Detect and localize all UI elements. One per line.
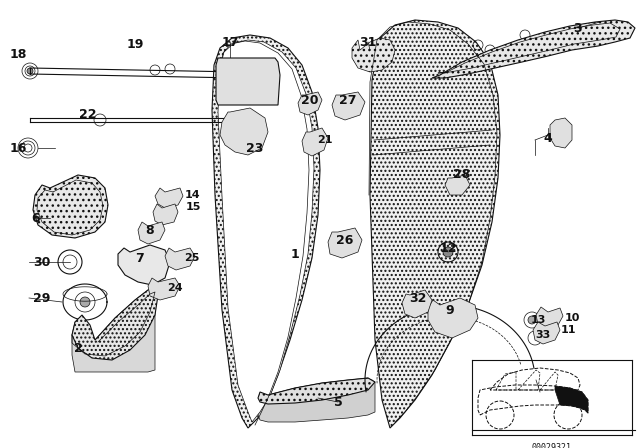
Polygon shape xyxy=(555,386,588,413)
Polygon shape xyxy=(33,175,108,238)
Polygon shape xyxy=(328,228,362,258)
Text: 31: 31 xyxy=(359,35,377,48)
Text: 2: 2 xyxy=(74,341,83,354)
Text: 14: 14 xyxy=(184,190,200,200)
Text: 4: 4 xyxy=(543,132,552,145)
Text: 21: 21 xyxy=(317,135,333,145)
Polygon shape xyxy=(212,35,320,428)
Text: 32: 32 xyxy=(410,292,427,305)
Text: 28: 28 xyxy=(453,168,470,181)
Circle shape xyxy=(528,316,536,324)
Text: 12: 12 xyxy=(439,241,457,254)
Text: 9: 9 xyxy=(445,303,454,316)
Polygon shape xyxy=(352,38,395,72)
Polygon shape xyxy=(165,248,195,270)
Text: 8: 8 xyxy=(146,224,154,237)
Text: 25: 25 xyxy=(184,253,200,263)
Text: 23: 23 xyxy=(246,142,264,155)
Circle shape xyxy=(80,297,90,307)
Circle shape xyxy=(443,247,453,257)
Text: 20: 20 xyxy=(301,94,319,107)
Polygon shape xyxy=(402,290,432,318)
Text: 17: 17 xyxy=(221,35,239,48)
Text: 29: 29 xyxy=(33,292,51,305)
Polygon shape xyxy=(220,108,268,155)
Text: 30: 30 xyxy=(33,255,51,268)
Text: 1: 1 xyxy=(291,249,300,262)
Polygon shape xyxy=(148,278,180,300)
Polygon shape xyxy=(258,378,375,422)
Polygon shape xyxy=(432,20,635,78)
Text: 16: 16 xyxy=(10,142,27,155)
Text: 11: 11 xyxy=(560,325,576,335)
Polygon shape xyxy=(118,245,170,285)
Polygon shape xyxy=(536,307,563,328)
Polygon shape xyxy=(370,20,500,428)
Polygon shape xyxy=(218,40,314,422)
Text: 7: 7 xyxy=(136,251,145,264)
Polygon shape xyxy=(428,298,478,338)
Polygon shape xyxy=(445,175,470,195)
Polygon shape xyxy=(533,322,560,344)
Polygon shape xyxy=(550,118,572,148)
Text: 24: 24 xyxy=(167,283,183,293)
Text: 3: 3 xyxy=(573,22,582,34)
Text: 26: 26 xyxy=(336,233,354,246)
Text: 13: 13 xyxy=(531,315,546,325)
Polygon shape xyxy=(153,204,178,225)
Polygon shape xyxy=(332,92,365,120)
Text: 00029321: 00029321 xyxy=(532,443,572,448)
Polygon shape xyxy=(302,128,328,156)
Text: 33: 33 xyxy=(536,330,550,340)
Text: 15: 15 xyxy=(186,202,201,212)
Text: 22: 22 xyxy=(79,108,97,121)
Text: 18: 18 xyxy=(10,48,27,61)
Text: 19: 19 xyxy=(126,39,144,52)
Text: 6: 6 xyxy=(32,211,40,224)
Polygon shape xyxy=(298,92,322,115)
Text: 10: 10 xyxy=(564,313,580,323)
Circle shape xyxy=(27,68,33,74)
Polygon shape xyxy=(72,288,155,372)
Text: 27: 27 xyxy=(339,94,356,107)
Polygon shape xyxy=(216,58,280,105)
Text: 5: 5 xyxy=(333,396,342,409)
Polygon shape xyxy=(72,288,158,360)
Polygon shape xyxy=(155,188,183,208)
Polygon shape xyxy=(138,222,165,244)
Polygon shape xyxy=(258,378,375,404)
